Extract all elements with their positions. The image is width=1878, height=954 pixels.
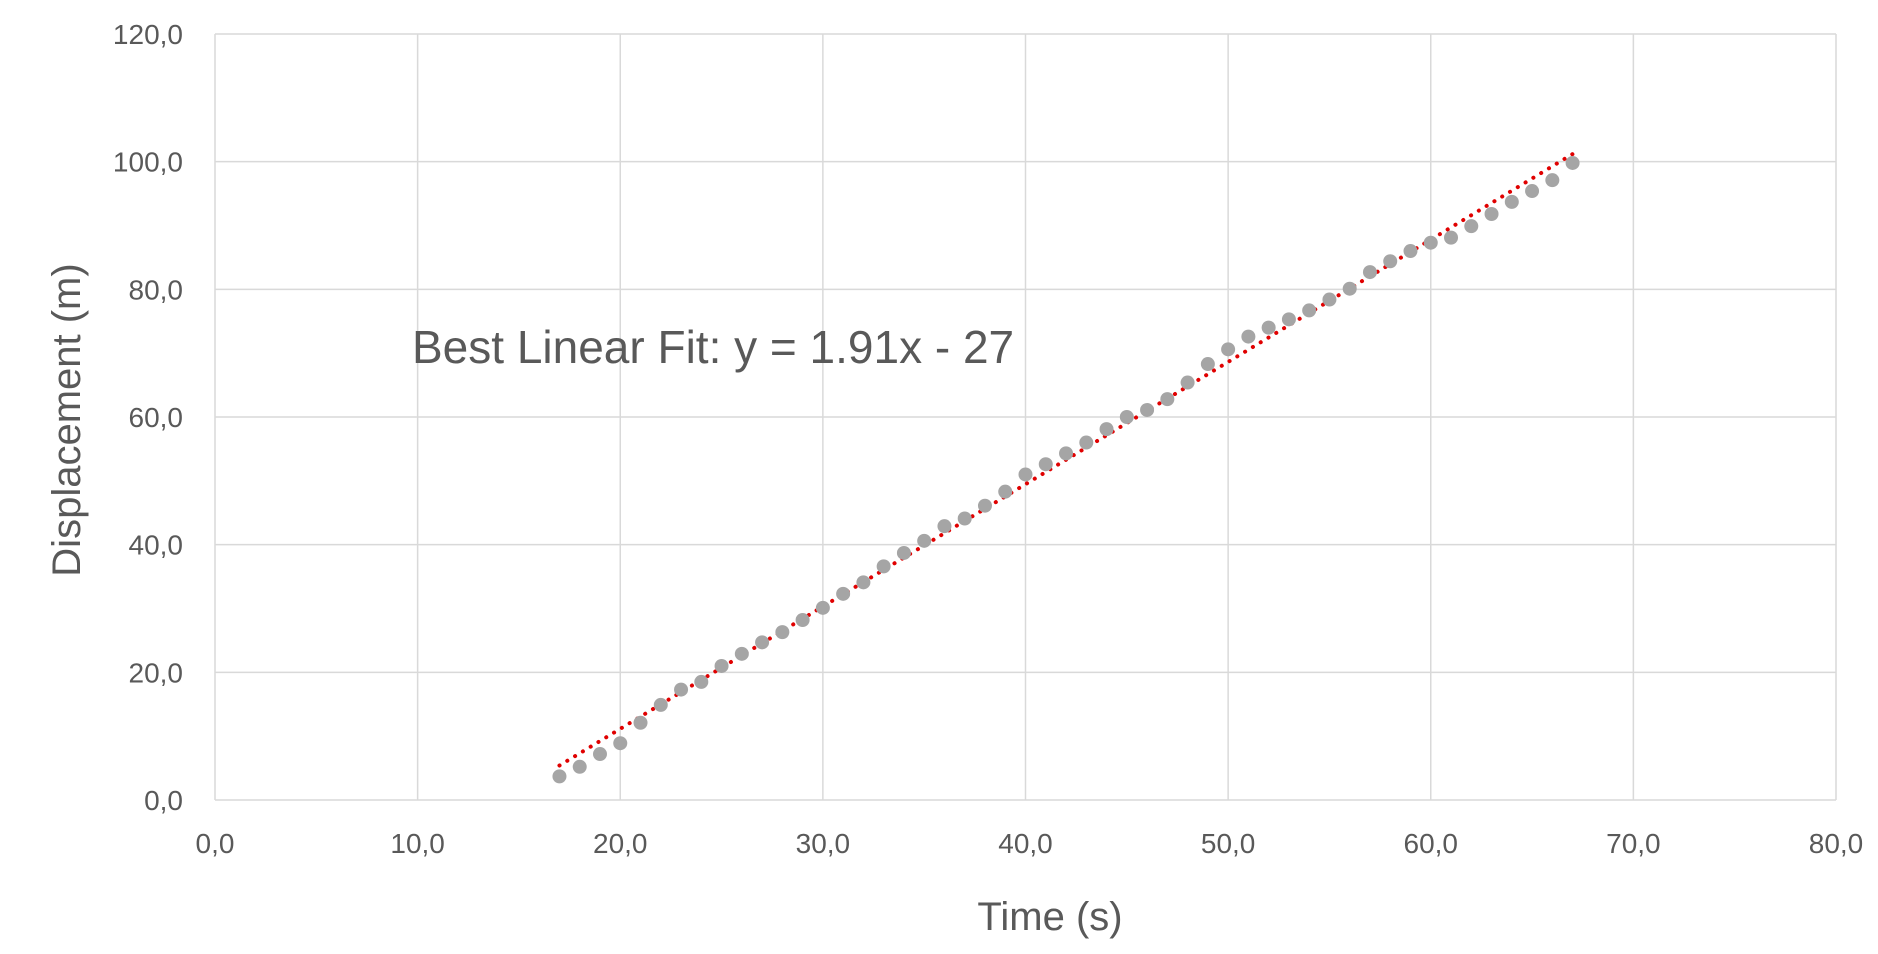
data-point — [1221, 342, 1236, 357]
data-point — [917, 533, 932, 548]
data-point — [1241, 329, 1256, 344]
data-point — [1504, 194, 1519, 209]
data-point — [937, 519, 952, 534]
data-point — [1423, 235, 1438, 250]
data-point — [1099, 422, 1114, 437]
y-tick-label: 40,0 — [129, 530, 184, 561]
data-point — [1464, 219, 1479, 234]
data-point — [1302, 303, 1317, 318]
data-point — [1484, 207, 1499, 222]
data-point — [1018, 467, 1033, 482]
data-point — [1119, 410, 1134, 424]
fit-annotation: Best Linear Fit: y = 1.91x - 27 — [412, 321, 1014, 373]
data-point — [734, 646, 749, 661]
y-tick-label: 20,0 — [129, 657, 184, 688]
x-tick-label: 40,0 — [998, 828, 1053, 859]
data-point — [957, 511, 972, 526]
data-point — [1403, 244, 1418, 259]
data-point — [876, 559, 891, 574]
data-point — [694, 674, 709, 689]
data-point — [1342, 281, 1357, 296]
data-point — [856, 575, 871, 590]
data-point — [1180, 375, 1195, 390]
data-point — [896, 545, 911, 560]
data-point — [1261, 320, 1276, 335]
data-point — [653, 697, 668, 712]
data-point — [1140, 402, 1155, 417]
data-point — [1362, 265, 1377, 280]
data-point — [633, 715, 648, 730]
data-point — [1444, 230, 1459, 245]
data-point — [552, 769, 567, 784]
x-axis-title: Time (s) — [977, 895, 1122, 939]
data-point — [1200, 357, 1215, 372]
data-point — [1322, 292, 1337, 307]
data-point — [775, 625, 790, 640]
tick-labels: 0,0 10,0 20,0 30,0 40,0 50,0 60,0 70,0 80,0 0,0 20… — [113, 19, 1863, 859]
data-point — [674, 682, 689, 697]
x-tick-label: 20,0 — [593, 828, 648, 859]
y-tick-label: 80,0 — [129, 274, 184, 305]
data-point — [572, 759, 587, 774]
data-point — [613, 736, 628, 751]
y-tick-label: 100,0 — [113, 147, 183, 178]
x-tick-label: 70,0 — [1606, 828, 1661, 859]
gridlines — [214, 33, 1837, 801]
x-tick-label: 10,0 — [390, 828, 445, 859]
data-point — [1079, 435, 1094, 450]
y-tick-label: 60,0 — [129, 402, 184, 433]
data-point — [1565, 155, 1580, 170]
data-point — [755, 635, 770, 650]
data-point — [714, 658, 729, 673]
data-point — [815, 600, 830, 615]
data-point — [1525, 184, 1540, 199]
data-point — [1383, 254, 1398, 269]
data-point — [836, 586, 851, 601]
data-point — [977, 498, 992, 513]
x-tick-label: 30,0 — [796, 828, 851, 859]
data-point — [1059, 446, 1074, 461]
y-tick-label: 0,0 — [144, 785, 183, 816]
data-point — [1160, 392, 1175, 407]
y-axis-title: Displacement (m) — [45, 263, 89, 576]
data-point — [1038, 457, 1053, 472]
data-points — [552, 155, 1580, 784]
x-tick-label: 50,0 — [1201, 828, 1256, 859]
x-tick-label: 80,0 — [1809, 828, 1864, 859]
x-tick-label: 0,0 — [196, 828, 235, 859]
y-tick-label: 120,0 — [113, 19, 183, 50]
data-point — [998, 484, 1013, 499]
x-tick-label: 60,0 — [1404, 828, 1459, 859]
data-point — [1281, 312, 1296, 327]
data-point — [1545, 173, 1560, 188]
data-point — [592, 747, 607, 762]
data-point — [795, 612, 810, 627]
